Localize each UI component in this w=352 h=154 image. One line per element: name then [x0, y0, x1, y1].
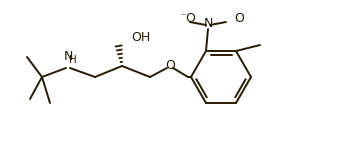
Text: O: O: [234, 12, 244, 24]
Text: O: O: [185, 12, 195, 24]
Text: ⁻: ⁻: [181, 12, 186, 22]
Text: N: N: [63, 49, 73, 63]
Text: H: H: [69, 55, 77, 65]
Text: N: N: [203, 16, 213, 30]
Text: O: O: [165, 59, 175, 71]
Text: OH: OH: [131, 30, 150, 43]
